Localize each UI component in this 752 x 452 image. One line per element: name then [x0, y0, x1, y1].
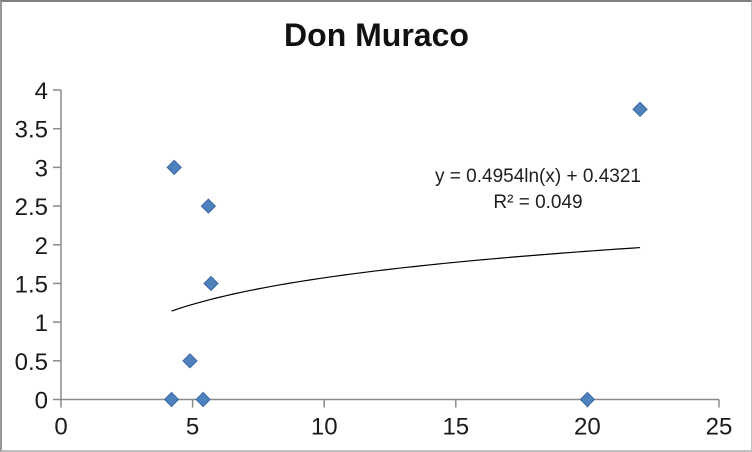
- y-axis-tick-label: 0.5: [15, 349, 48, 376]
- x-axis-tick-label: 5: [186, 414, 199, 441]
- chart-title: Don Muraco: [284, 17, 469, 53]
- data-point: [182, 353, 198, 369]
- data-point: [579, 391, 596, 408]
- y-axis-tick-label: 4: [35, 78, 48, 105]
- y-axis-tick-label: 1.5: [15, 271, 48, 298]
- x-axis-tick-label: 0: [54, 414, 67, 441]
- data-point: [203, 275, 219, 292]
- y-axis-tick-label: 3: [35, 155, 48, 182]
- x-axis-tick-label: 25: [706, 414, 733, 441]
- y-axis-tick-label: 2: [35, 233, 48, 260]
- x-axis-tick-label: 15: [442, 414, 469, 441]
- x-axis-tick-label: 20: [574, 414, 601, 441]
- trendline-equation: y = 0.4954ln(x) + 0.4321: [435, 166, 641, 187]
- data-point: [195, 391, 211, 408]
- trendline-annotation: y = 0.4954ln(x) + 0.4321 R² = 0.049: [398, 164, 678, 216]
- data-point: [166, 159, 182, 176]
- y-axis-tick-label: 0: [35, 388, 48, 415]
- data-point: [163, 391, 180, 408]
- trendline-r-squared: R² = 0.049: [493, 192, 583, 213]
- trendline: [171, 246, 641, 312]
- data-point: [632, 101, 648, 118]
- y-axis-tick-label: 3.5: [15, 117, 48, 144]
- data-point: [200, 198, 217, 214]
- y-axis-tick-label: 1: [35, 310, 48, 337]
- x-axis-tick-label: 10: [311, 414, 338, 441]
- y-axis-tick-label: 2.5: [15, 194, 48, 221]
